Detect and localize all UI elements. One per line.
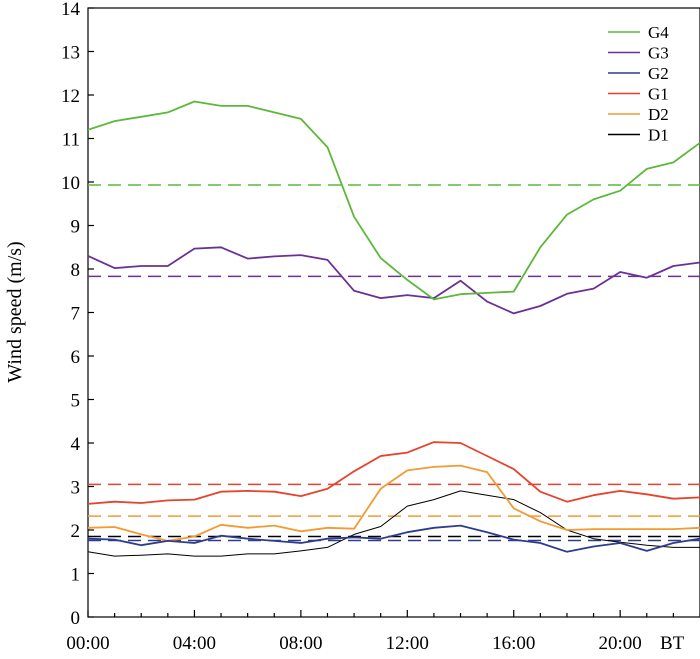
y-tick-label: 10: [61, 173, 80, 194]
x-tick-label: 04:00: [173, 633, 216, 654]
y-tick-label: 0: [71, 608, 81, 629]
series-line-g2: [87, 524, 700, 553]
y-tick-label: 14: [61, 0, 81, 20]
y-tick-label: 8: [71, 260, 81, 281]
y-tick-label: 7: [71, 304, 81, 325]
legend-label-g4: G4: [648, 23, 669, 42]
y-tick-label: 9: [71, 217, 81, 238]
y-tick-label: 13: [61, 43, 80, 64]
x-tick-label: 16:00: [492, 633, 535, 654]
y-axis-title: Wind speed (m/s): [4, 241, 26, 382]
series-line-d1: [87, 490, 700, 557]
mean-lines: [88, 184, 700, 542]
series-lines: [87, 100, 700, 557]
legend-label-d2: D2: [648, 105, 669, 124]
y-tick-label: 12: [61, 86, 80, 107]
y-tick-label: 11: [62, 130, 80, 151]
x-axis-unit-label: BT: [660, 633, 685, 654]
legend-label-d1: D1: [648, 126, 669, 145]
plot-frame: [87, 7, 700, 618]
x-tick-label: 00:00: [66, 633, 109, 654]
x-tick-label: 20:00: [599, 633, 642, 654]
legend-label-g2: G2: [648, 64, 669, 83]
series-line-g4: [87, 100, 700, 301]
x-tick-label: 08:00: [279, 633, 322, 654]
y-tick-label: 5: [71, 391, 81, 412]
series-line-d2: [87, 464, 700, 542]
x-axis-ticks: 00:00 04:00 08:00 12:00 16:00 20:00: [66, 610, 700, 654]
x-tick-label: 12:00: [386, 633, 429, 654]
y-tick-label: 1: [71, 565, 81, 586]
y-tick-label: 4: [71, 434, 81, 455]
legend-label-g3: G3: [648, 44, 669, 63]
legend-label-g1: G1: [648, 85, 669, 104]
y-tick-label: 6: [71, 347, 81, 368]
y-tick-label: 2: [71, 521, 81, 542]
series-line-g1: [87, 441, 700, 505]
series-line-g3: [87, 246, 700, 315]
y-tick-label: 3: [71, 478, 81, 499]
